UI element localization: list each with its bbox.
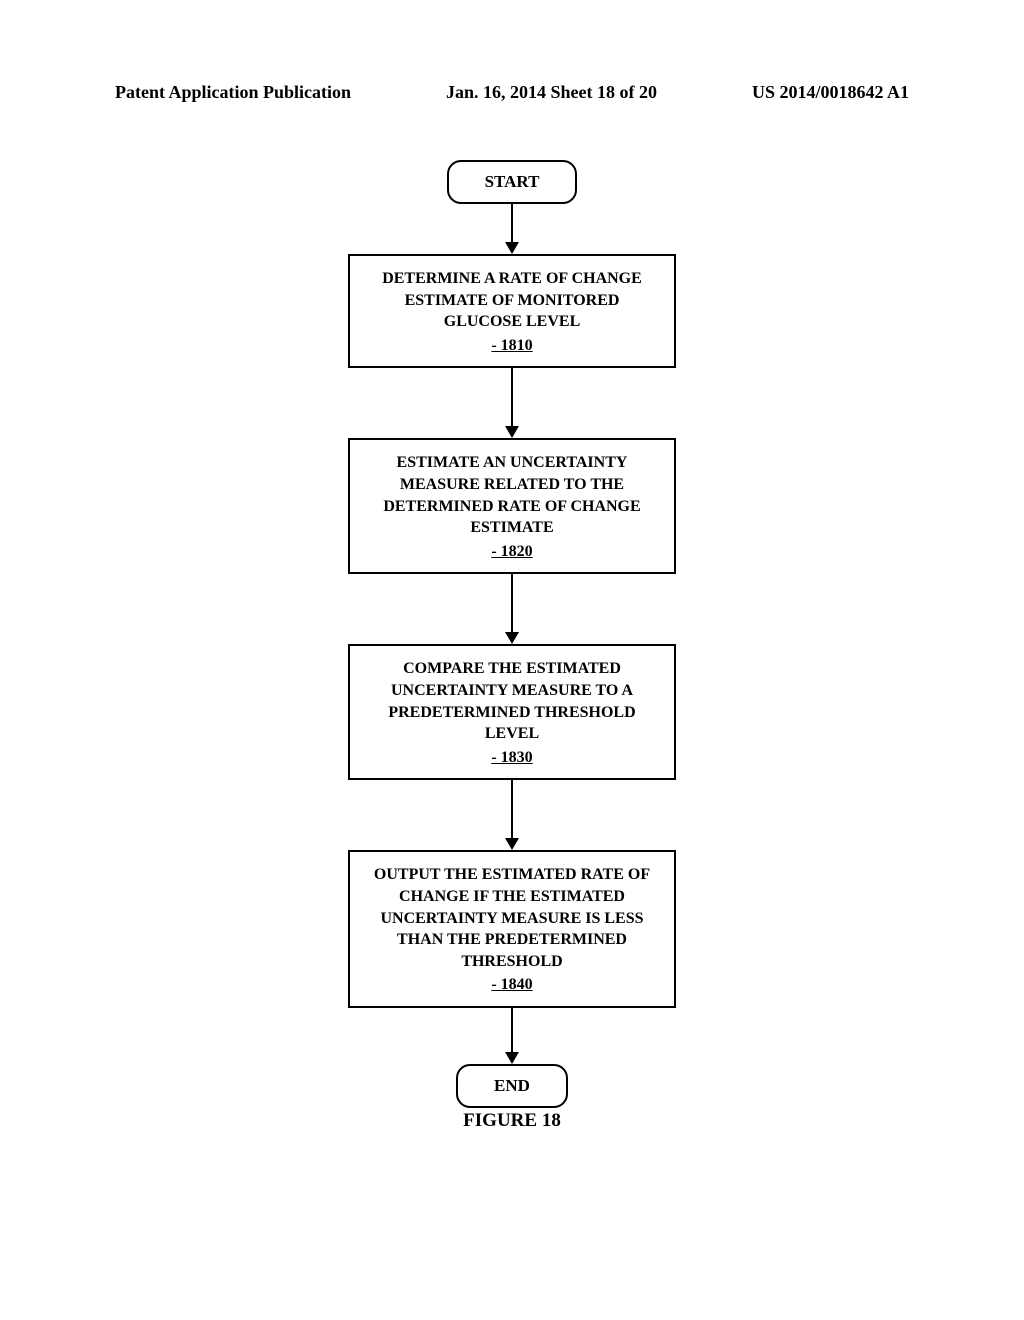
arrow-line <box>511 368 513 426</box>
process-1810: DETERMINE A RATE OF CHANGE ESTIMATE OF M… <box>348 254 676 368</box>
arrow <box>505 1008 519 1064</box>
terminal-end: END <box>456 1064 568 1108</box>
arrow-line <box>511 204 513 242</box>
arrow <box>505 574 519 644</box>
terminal-start: START <box>447 160 578 204</box>
arrow-line <box>511 574 513 632</box>
arrow-head-icon <box>505 242 519 254</box>
header-left: Patent Application Publication <box>115 82 351 103</box>
arrow-head-icon <box>505 838 519 850</box>
process-text: DETERMINE A RATE OF CHANGE ESTIMATE OF M… <box>364 268 660 333</box>
header-center: Jan. 16, 2014 Sheet 18 of 20 <box>446 82 657 103</box>
process-text: ESTIMATE AN UNCERTAINTY MEASURE RELATED … <box>364 452 660 538</box>
process-1840: OUTPUT THE ESTIMATED RATE OF CHANGE IF T… <box>348 850 676 1008</box>
arrow-line <box>511 780 513 838</box>
process-ref: - 1810 <box>491 335 532 357</box>
arrow-line <box>511 1008 513 1052</box>
arrow-head-icon <box>505 426 519 438</box>
process-1830: COMPARE THE ESTIMATED UNCERTAINTY MEASUR… <box>348 644 676 780</box>
process-1820: ESTIMATE AN UNCERTAINTY MEASURE RELATED … <box>348 438 676 574</box>
arrow-head-icon <box>505 632 519 644</box>
process-ref: - 1840 <box>491 974 532 996</box>
figure-label: FIGURE 18 <box>0 1110 1024 1132</box>
arrow <box>505 204 519 254</box>
arrow <box>505 368 519 438</box>
page: Patent Application Publication Jan. 16, … <box>0 0 1024 1320</box>
arrow <box>505 780 519 850</box>
arrow-head-icon <box>505 1052 519 1064</box>
process-text: COMPARE THE ESTIMATED UNCERTAINTY MEASUR… <box>364 658 660 744</box>
process-ref: - 1820 <box>491 541 532 563</box>
page-header: Patent Application Publication Jan. 16, … <box>115 82 909 103</box>
process-text: OUTPUT THE ESTIMATED RATE OF CHANGE IF T… <box>364 864 660 972</box>
process-ref: - 1830 <box>491 747 532 769</box>
flowchart: START DETERMINE A RATE OF CHANGE ESTIMATE… <box>0 160 1024 1108</box>
header-right: US 2014/0018642 A1 <box>752 82 909 103</box>
